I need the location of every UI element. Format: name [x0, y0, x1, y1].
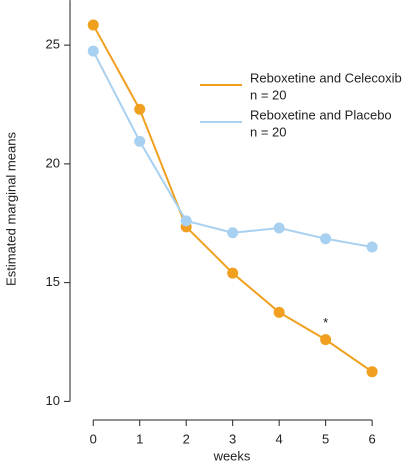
- point: [273, 306, 285, 318]
- y-axis-label: Estimated marginal means: [3, 132, 18, 286]
- legend-note: n = 20: [250, 124, 287, 139]
- x-tick-label: 5: [322, 431, 329, 446]
- y-tick-label: 10: [46, 393, 60, 408]
- x-tick-label: 0: [90, 431, 97, 446]
- point: [134, 135, 146, 147]
- x-tick-label: 3: [229, 431, 236, 446]
- x-tick-label: 4: [276, 431, 283, 446]
- y-tick-label: 25: [46, 37, 60, 52]
- legend-note: n = 20: [250, 87, 287, 102]
- x-axis-label: weeks: [213, 448, 251, 463]
- point: [180, 215, 192, 227]
- x-tick-label: 6: [368, 431, 375, 446]
- legend-label: Reboxetine and Placebo: [250, 107, 392, 122]
- point: [87, 45, 99, 57]
- x-tick-label: 2: [183, 431, 190, 446]
- y-tick-label: 20: [46, 155, 60, 170]
- point: [320, 233, 332, 245]
- x-tick-label: 1: [136, 431, 143, 446]
- point: [227, 267, 239, 279]
- point: [273, 222, 285, 234]
- point: [366, 366, 378, 378]
- point: [134, 103, 146, 115]
- y-tick-label: 15: [46, 274, 60, 289]
- point: [320, 334, 332, 346]
- legend-label: Reboxetine and Celecoxib: [250, 70, 402, 85]
- point: [227, 227, 239, 239]
- point: [87, 19, 99, 31]
- point: [366, 241, 378, 253]
- annotation: *: [323, 315, 328, 330]
